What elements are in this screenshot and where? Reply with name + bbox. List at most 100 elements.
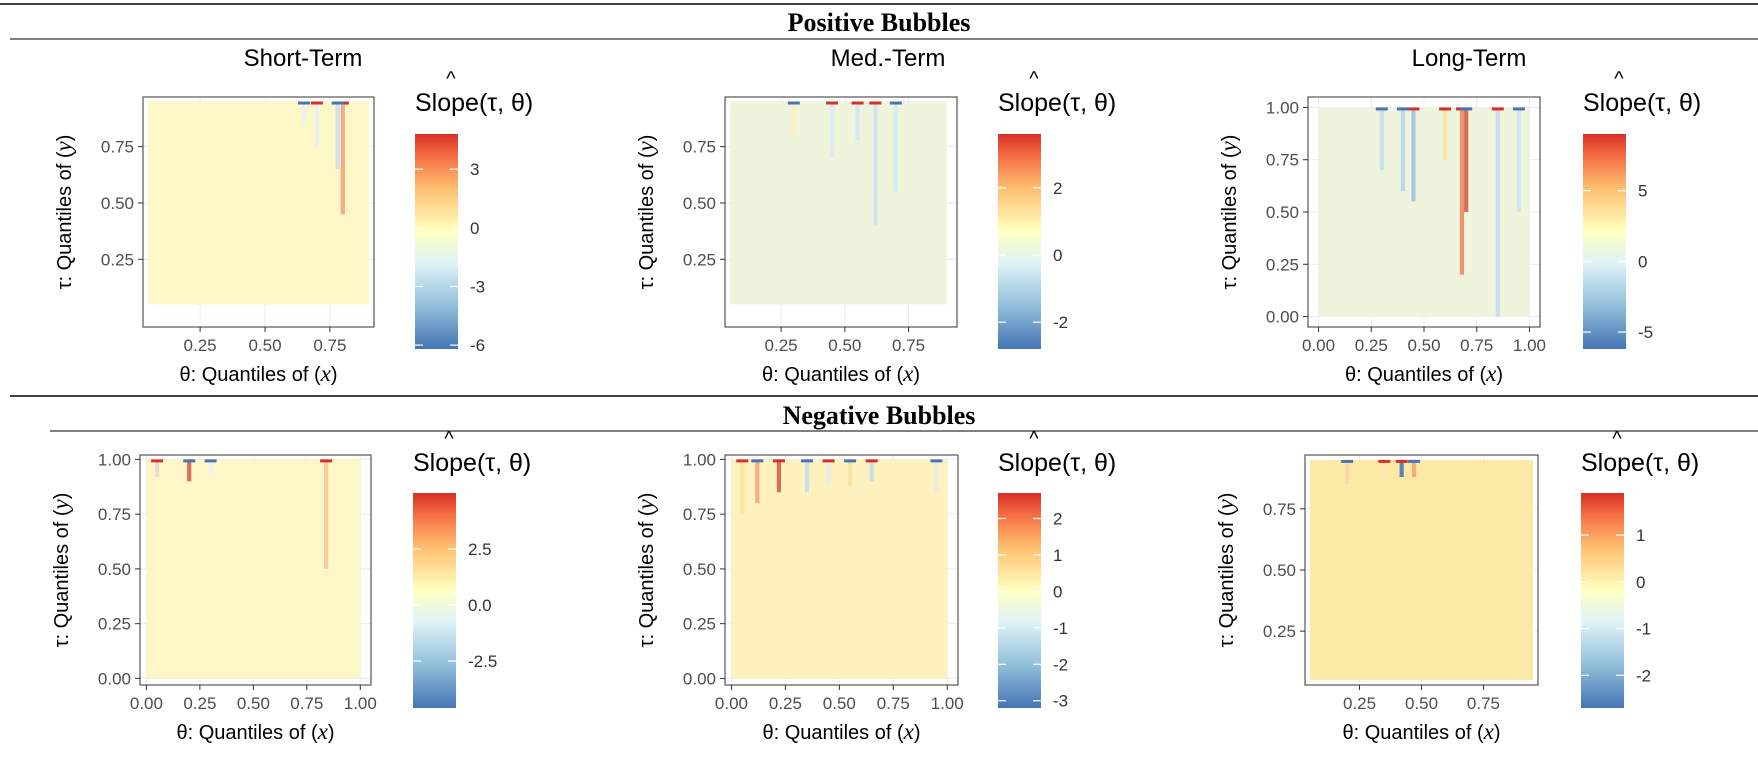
heatmap-top-mark: [869, 101, 882, 105]
x-tick-label: 0.25: [183, 694, 216, 713]
y-tick-label: 0.00: [1266, 308, 1299, 327]
y-tick-label: 0.50: [683, 194, 716, 213]
y-label-part: τ: Quantiles of (: [51, 509, 73, 647]
y-tick-label: 0.75: [683, 505, 716, 524]
legend-tick-label: -2: [1636, 666, 1651, 685]
y-tick-label: 0.25: [1263, 622, 1296, 641]
x-label-part: ): [1494, 722, 1501, 744]
heatmap-top-mark: [1460, 107, 1473, 111]
heatmap-streak: [208, 459, 213, 475]
x-label-part: θ: Quantiles of (: [176, 722, 318, 744]
heatmap-top-mark: [1395, 459, 1408, 463]
x-tick-label: 0.75: [1467, 694, 1500, 713]
heatmap-top-mark: [320, 459, 333, 463]
y-variable: y: [1216, 140, 1241, 153]
y-tick-label: 0.50: [683, 560, 716, 579]
legend-colorbar: [998, 134, 1041, 349]
x-axis-label: θ: Quantiles of (x): [1342, 719, 1500, 744]
y-variable: y: [633, 140, 658, 153]
legend-title: Slope(τ, θ): [998, 89, 1116, 117]
heatmap-fill: [731, 459, 948, 679]
heatmap-top-mark: [851, 101, 864, 105]
y-label-part: τ: Quantiles of (: [1219, 151, 1241, 289]
heatmap-top-mark: [183, 459, 196, 463]
heatmap-streak: [1400, 107, 1405, 192]
legend: ^Slope(τ, θ) 5 0 -5: [1583, 68, 1701, 349]
legend-tick-label: -3: [1053, 692, 1068, 711]
heatmap-top-mark: [1407, 107, 1420, 111]
heatmap-top-mark: [1378, 459, 1391, 463]
x-tick-label: 0.50: [828, 336, 861, 355]
heatmap-top-mark: [772, 459, 785, 463]
x-label-part: ): [1496, 364, 1503, 386]
legend-tick-label: 0: [1638, 252, 1647, 271]
heatmap-top-mark: [1375, 107, 1388, 111]
chart-panel-2: Med.-Term 0.25 0.50 0.75 0.25 0.50 0.75 θ: Quan…: [633, 45, 1116, 386]
y-variable: y: [51, 140, 76, 153]
legend-colorbar: [413, 493, 456, 708]
x-tick-label: 0.25: [184, 336, 217, 355]
x-tick-label: 0.75: [290, 694, 323, 713]
chart-panel-3: Long-Term 0.00 0.25 0.50 0.75 1.00 0.00 0.25 0.5…: [1216, 45, 1701, 386]
x-tick-label: 0.75: [892, 336, 925, 355]
heatmap-top-mark: [1512, 107, 1525, 111]
heatmap-streak: [869, 459, 874, 482]
x-variable: x: [1485, 361, 1497, 386]
panel-title: Short-Term: [244, 45, 363, 72]
y-label-part: ): [54, 135, 76, 142]
heatmap-streak: [1459, 107, 1465, 275]
heatmap-top-mark: [151, 459, 164, 463]
heatmap-streak: [155, 459, 160, 477]
legend-tick-label: 3: [470, 160, 479, 179]
heatmap-streak: [791, 101, 796, 136]
heatmap-top-mark: [1491, 107, 1504, 111]
legend-tick-label: -2.5: [468, 652, 497, 671]
heatmap-streak: [826, 459, 831, 486]
panels: Short-Term 0.25 0.50 0.75 0.25 0.50 0.75 θ: Qua…: [48, 45, 1701, 744]
legend-tick-label: -1: [1053, 619, 1068, 638]
y-variable: y: [1213, 498, 1238, 511]
y-tick-label: 1.00: [98, 450, 131, 469]
heatmap-top-mark: [865, 459, 878, 463]
heatmap-streak: [335, 101, 340, 170]
heatmap-top-mark: [800, 459, 813, 463]
legend-title: Slope(τ, θ): [413, 449, 531, 477]
heatmap-fill: [730, 101, 947, 305]
x-axis-label: θ: Quantiles of (x): [762, 719, 920, 744]
y-tick-label: 0.25: [98, 615, 131, 634]
y-label-part: τ: Quantiles of (: [636, 151, 658, 289]
heatmap-streak: [829, 101, 835, 158]
heatmap-streak: [755, 459, 760, 504]
y-label-part: τ: Quantiles of (: [636, 509, 658, 647]
y-tick-label: 0.25: [683, 250, 716, 269]
plot-border: [142, 96, 375, 328]
x-tick-label: 0.75: [313, 336, 346, 355]
y-tick-label: 0.00: [98, 669, 131, 688]
heatmap-fill: [146, 459, 361, 679]
y-tick-label: 0.75: [1263, 500, 1296, 519]
x-tick-label: 0.75: [877, 694, 910, 713]
y-label-part: τ: Quantiles of (: [1216, 509, 1238, 647]
legend-tick-label: 0: [470, 219, 479, 238]
heatmap-streak: [1464, 107, 1469, 212]
legend-tick-label: 2.5: [468, 540, 492, 559]
legend: ^Slope(τ, θ) 1 0 -1 -2: [1581, 428, 1699, 708]
y-tick-label: 0.50: [98, 560, 131, 579]
plot-border: [724, 454, 959, 686]
plot-border: [139, 454, 372, 686]
y-label-part: ): [1219, 135, 1241, 142]
heatmap-streak: [848, 459, 853, 486]
heatmap-streak: [1411, 107, 1416, 202]
y-axis-label: τ: Quantiles of (y): [48, 493, 73, 648]
legend: ^Slope(τ, θ) 2.5 0.0 -2.5: [413, 428, 531, 708]
heatmap-top-mark: [297, 101, 310, 105]
heatmap-streak: [340, 101, 345, 215]
x-label-part: ): [331, 364, 338, 386]
heatmap-fill: [1309, 459, 1534, 681]
legend-tick-label: -1: [1636, 620, 1651, 639]
x-axis-label: θ: Quantiles of (x): [176, 719, 334, 744]
heatmap-top-mark: [310, 101, 323, 105]
legend-title: Slope(τ, θ): [1581, 449, 1699, 477]
legend-colorbar: [1581, 493, 1624, 708]
x-tick-label: 0.75: [1460, 336, 1493, 355]
